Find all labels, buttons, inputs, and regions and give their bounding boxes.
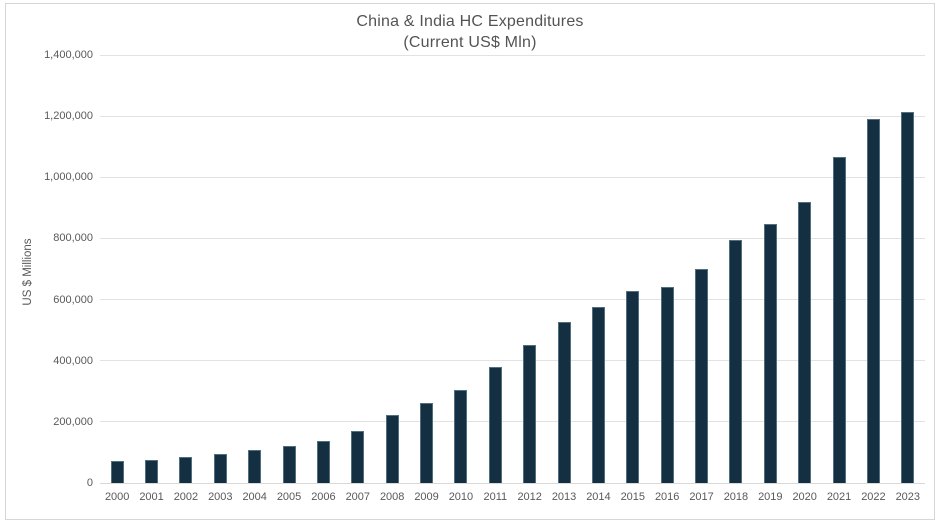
y-tick-label: 1,000,000 [44, 171, 93, 184]
x-tick-label: 2004 [242, 491, 267, 503]
x-tick-label: 2011 [483, 491, 508, 503]
bar-2008 [385, 415, 399, 483]
x-tick-label: 2015 [620, 491, 646, 503]
plot-area [100, 54, 925, 484]
bar-2018 [729, 239, 743, 483]
bar-2023 [901, 112, 915, 483]
gridline [100, 299, 925, 301]
x-tick-label: 2023 [895, 491, 921, 503]
bar-2011 [488, 367, 502, 483]
chart-title-line-2: (Current US$ Mln) [403, 34, 537, 51]
bar-2009 [420, 402, 434, 483]
x-tick-label: 2014 [586, 491, 611, 503]
y-tick-label: 1,400,000 [44, 49, 93, 61]
chart-frame [5, 3, 935, 520]
gridline [100, 237, 925, 239]
x-tick-label: 2017 [689, 491, 714, 503]
gridline [100, 115, 925, 117]
bar-2007 [351, 430, 365, 483]
bar-2012 [523, 345, 537, 483]
y-tick-label: 400,000 [53, 354, 93, 367]
bar-2016 [660, 287, 674, 483]
x-tick-label: 2001 [139, 491, 164, 503]
y-tick-label: 600,000 [53, 293, 93, 306]
x-tick-label: 2007 [345, 491, 371, 503]
x-tick-label: 2022 [861, 491, 886, 503]
y-tick-label: 200,000 [53, 415, 93, 428]
bar-2014 [591, 306, 605, 483]
bar-2022 [866, 118, 880, 483]
bar-2000 [110, 461, 124, 483]
x-tick-label: 2021 [826, 491, 852, 503]
x-tick-label: 2002 [173, 491, 199, 503]
bar-2015 [626, 291, 640, 483]
x-tick-label: 2020 [792, 491, 817, 503]
x-tick-label: 2006 [311, 491, 336, 503]
bar-2017 [695, 269, 709, 483]
x-axis-line [100, 482, 925, 484]
x-tick-label: 2013 [551, 491, 577, 503]
bar-2006 [316, 441, 330, 483]
bar-2005 [282, 446, 296, 483]
chart-title-line-1: China & India HC Expenditures [356, 13, 584, 30]
gridline [100, 54, 925, 56]
y-tick-label: 0 [86, 477, 93, 489]
x-tick-label: 2018 [723, 491, 749, 503]
x-tick-label: 2016 [654, 491, 680, 503]
x-tick-label: 2008 [379, 491, 405, 503]
bar-2001 [145, 460, 159, 483]
bar-2019 [763, 223, 777, 483]
x-tick-label: 2005 [276, 491, 302, 503]
x-tick-label: 2000 [104, 491, 130, 503]
gridline [100, 360, 925, 362]
bar-2020 [798, 201, 812, 483]
bar-2021 [832, 157, 846, 483]
bar-2013 [557, 321, 571, 483]
gridline [100, 176, 925, 178]
x-tick-label: 2019 [758, 491, 783, 503]
chart-title: China & India HC Expenditures (Current U… [0, 11, 940, 53]
bar-2002 [179, 457, 193, 483]
gridline [100, 421, 925, 423]
bar-2004 [248, 449, 262, 483]
bar-2010 [454, 389, 468, 483]
x-tick-label: 2003 [208, 491, 233, 503]
y-tick-label: 1,200,000 [44, 110, 93, 123]
x-tick-label: 2012 [517, 491, 542, 503]
bar-2003 [213, 454, 227, 483]
x-tick-label: 2010 [448, 491, 474, 503]
y-tick-label: 800,000 [53, 232, 93, 245]
x-tick-label: 2009 [414, 491, 439, 503]
